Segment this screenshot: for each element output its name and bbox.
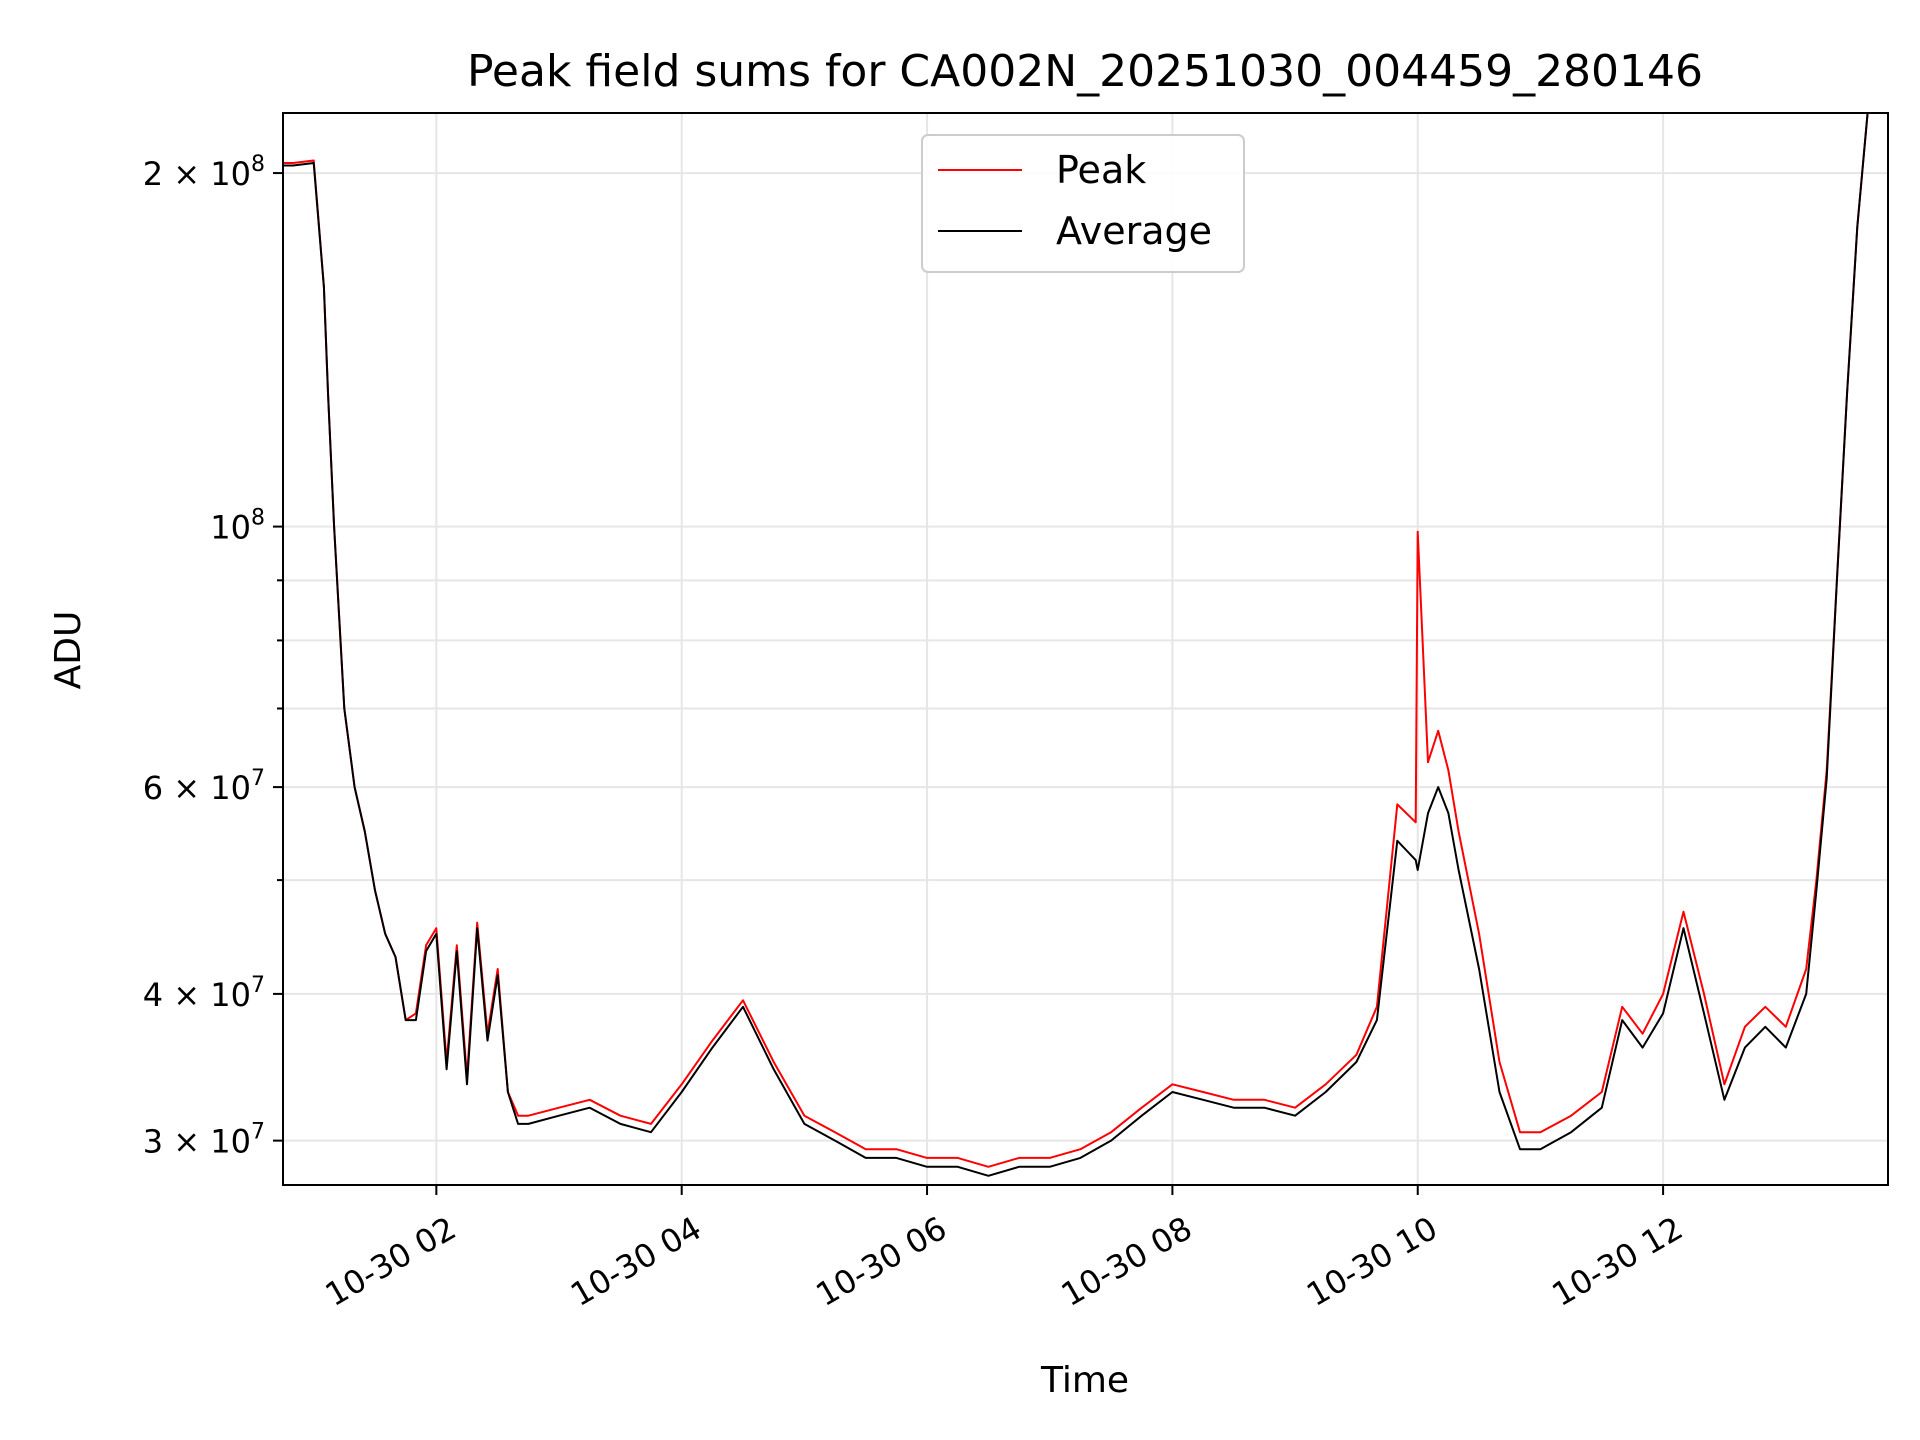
y-tick-label: 6 × 107 (143, 766, 265, 807)
y-tick-label: 3 × 107 (143, 1120, 265, 1161)
legend-average-label: Average (1056, 209, 1212, 253)
series-line-average (283, 113, 1888, 1177)
grid (283, 113, 1888, 1185)
y-tick-label: 108 (210, 506, 265, 547)
chart-title: Peak field sums for CA002N_20251030_0044… (467, 46, 1703, 97)
plot-frame (282, 112, 1889, 1186)
y-axis-label: ADU (48, 611, 89, 690)
y-tick-label: 2 × 108 (143, 152, 265, 193)
legend-peak-label: Peak (1056, 148, 1146, 192)
x-axis-label: Time (1040, 1360, 1129, 1401)
legend: Peak Average (921, 134, 1245, 273)
series-layer (283, 113, 1888, 1177)
y-tick-label: 4 × 107 (143, 973, 265, 1014)
